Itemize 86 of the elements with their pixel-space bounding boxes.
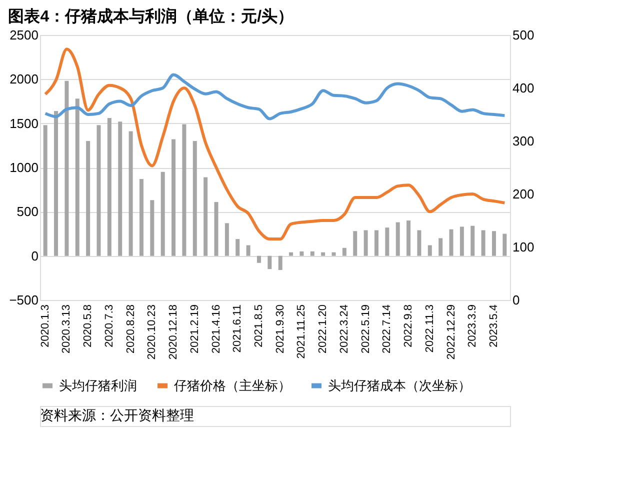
bar [86, 141, 90, 256]
y2-tick-label: 200 [512, 186, 534, 202]
bar [54, 110, 58, 256]
y2-tick-label: 500 [512, 28, 534, 42]
x-tick-label: 2020.8.28 [124, 304, 137, 354]
legend-label: 仔猪价格（主坐标） [174, 378, 291, 393]
bar [160, 172, 165, 256]
bar [128, 131, 133, 256]
x-tick-label: 2022.1.20 [317, 304, 330, 354]
x-tick-label: 2022.5.19 [360, 304, 372, 354]
x-tick-label: 2023.5.4 [488, 304, 500, 348]
bar [396, 222, 400, 256]
line-series [44, 48, 506, 241]
bar [385, 228, 390, 256]
x-tick-label: 2021.9.30 [274, 304, 286, 354]
x-tick-label: 2022.11.3 [424, 304, 436, 353]
bar [481, 230, 486, 256]
bar [246, 245, 250, 256]
x-tick-label: 2021.6.11 [232, 304, 244, 353]
y-tick-label: 500 [16, 204, 38, 220]
x-tick-label: 2020.7.3 [103, 304, 116, 348]
bar [268, 256, 272, 270]
x-tick-label: 2022.12.29 [445, 304, 458, 360]
bar [236, 239, 240, 256]
bar [278, 256, 282, 270]
bar [150, 200, 154, 256]
x-tick-label: 2022.9.8 [402, 304, 415, 348]
x-tick-label: 2021.8.5 [252, 304, 265, 348]
text: 资料来源：公开资料整理 [40, 407, 194, 423]
x-tick-label: 2023.3.9 [466, 304, 479, 348]
bar [214, 202, 218, 256]
y2-tick-label: 100 [512, 240, 534, 254]
bar [438, 238, 443, 256]
bar [353, 231, 358, 256]
x-tick-label: 2020.10.23 [146, 304, 158, 360]
x-tick-label: 2021.2.19 [188, 304, 201, 354]
bar [460, 226, 464, 256]
x-tick-label: 2020.5.8 [82, 304, 94, 348]
bar [470, 226, 475, 256]
y-tick-label: 1500 [10, 116, 38, 131]
x-tick-label: 2021.11.25 [296, 304, 308, 359]
legend-label: 头均仔猪利润 [59, 378, 137, 393]
x-tick-label: 2022.7.14 [381, 304, 394, 354]
bar [256, 256, 261, 263]
bar [492, 231, 496, 256]
bar [428, 245, 432, 256]
y-tick-label: 0 [31, 248, 38, 264]
bar [406, 220, 411, 256]
bar [364, 230, 368, 256]
bar [289, 252, 294, 256]
bar [332, 252, 336, 256]
bar [192, 141, 197, 256]
legend-label: 头均仔猪成本（次坐标） [328, 378, 471, 393]
bar [204, 177, 208, 256]
bar [172, 139, 176, 256]
bar [300, 251, 304, 256]
chart-title: 图表4：仔猪成本与利润（单位：元/头） [8, 8, 294, 26]
bar [502, 234, 507, 256]
x-tick-label: 2020.12.18 [168, 304, 180, 360]
bar [75, 98, 80, 256]
bar [182, 124, 186, 256]
bar [224, 223, 229, 256]
bar [96, 125, 101, 256]
bar [374, 230, 378, 256]
bar [342, 248, 346, 256]
bar [139, 178, 144, 256]
y-tick-label: 2500 [10, 28, 38, 42]
y-tick-label: 2000 [10, 72, 38, 87]
x-tick-label: 2022.3.24 [338, 304, 350, 354]
bar [321, 252, 326, 256]
y-tick-label: 1000 [10, 160, 38, 175]
bar [64, 80, 69, 256]
bar [449, 229, 454, 256]
line-series [44, 73, 506, 120]
bar [310, 251, 314, 256]
y2-tick-label: 400 [512, 80, 534, 96]
x-tick-label: 2020.3.13 [60, 304, 73, 354]
bar [43, 125, 48, 256]
y-tick-label: −500 [9, 292, 38, 308]
bar [118, 122, 122, 256]
x-tick-label: 2021.4.16 [210, 304, 222, 354]
bar [417, 230, 422, 256]
x-tick-label: 2020.1.3 [39, 304, 52, 348]
y2-tick-label: 300 [512, 134, 534, 148]
bar [107, 118, 112, 256]
y2-tick-label: 0 [512, 292, 520, 308]
